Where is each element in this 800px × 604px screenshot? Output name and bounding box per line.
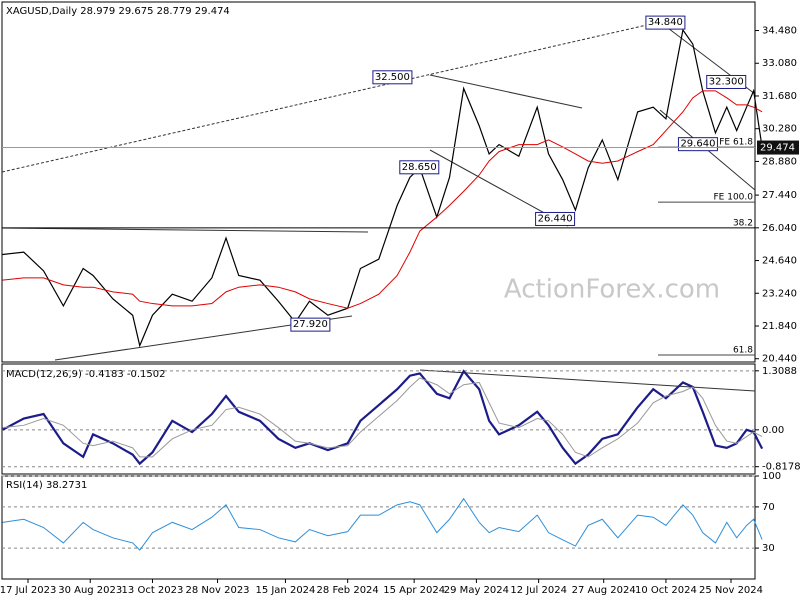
x-tick-label: 27 Aug 2024	[572, 585, 636, 596]
y-tick-label: 28.880	[762, 156, 797, 167]
y-tick-label: -0.8178	[762, 462, 800, 473]
chart-title: XAGUSD,Daily 28.979 29.675 28.779 29.474	[6, 6, 230, 17]
annotation-label: 29.640	[680, 139, 715, 150]
x-tick-label: 28 Feb 2024	[317, 585, 379, 596]
y-tick-label: 34.480	[762, 26, 797, 37]
annotation-box	[706, 74, 747, 89]
y-tick-label: 100	[762, 471, 781, 482]
x-tick-label: 10 Oct 2024	[635, 585, 697, 596]
rsi-title: RSI(14) 38.2731	[6, 480, 87, 491]
annotation-label: 28.650	[402, 162, 437, 173]
series-line	[2, 90, 763, 309]
watermark: ActionForex.com	[504, 275, 720, 305]
annotation-box	[399, 160, 440, 175]
trend-line	[429, 74, 583, 109]
level-label: 38.2	[733, 218, 753, 228]
x-tick-label: 30 Aug 2023	[58, 585, 122, 596]
x-tick-label: 15 Apr 2024	[383, 585, 445, 596]
annotation-box	[645, 15, 686, 30]
x-tick-label: 17 Jul 2023	[0, 585, 56, 596]
annotation-box	[535, 211, 576, 226]
x-tick-label: 25 Nov 2024	[699, 585, 763, 596]
macd-panel	[1, 363, 756, 475]
annotation-label: 34.840	[648, 17, 683, 28]
macd-title: MACD(12,26,9) -0.4183 -0.1502	[6, 369, 166, 380]
y-tick-label: 20.440	[762, 354, 797, 365]
annotation-box	[290, 317, 331, 332]
trend-line	[1, 227, 369, 233]
y-tick-label: 30.280	[762, 124, 797, 135]
y-tick-label: 0.00	[762, 425, 784, 436]
y-tick-label: 24.640	[762, 256, 797, 267]
y-tick-label: 1.3088	[762, 366, 797, 377]
series-line	[2, 28, 763, 348]
x-tick-label: 29 May 2024	[444, 585, 509, 596]
y-tick-label: 23.240	[762, 288, 797, 299]
level-label: FE 100.0	[714, 193, 754, 203]
annotation-label: 32.300	[709, 76, 744, 87]
level-label: FE 61.8	[719, 138, 753, 148]
y-tick-label: 26.040	[762, 223, 797, 234]
series-line	[2, 377, 763, 458]
price-panel	[1, 1, 756, 363]
x-tick-label: 12 Jul 2024	[510, 585, 567, 596]
annotation-label: 27.920	[293, 319, 328, 330]
y-tick-label: 70	[762, 502, 775, 513]
last-price-box	[757, 140, 799, 155]
y-tick-label: 21.840	[762, 321, 797, 332]
trend-line	[1, 21, 661, 173]
trend-line	[419, 369, 756, 392]
series-line	[2, 369, 764, 466]
rsi-panel	[1, 475, 756, 580]
level-label: 61.8	[733, 345, 753, 355]
last-price-label: 29.474	[760, 143, 795, 154]
annotation-label: 32.500	[375, 72, 410, 83]
y-tick-label: 30	[762, 543, 775, 554]
x-tick-label: 15 Jan 2024	[255, 585, 315, 596]
x-tick-label: 13 Oct 2023	[122, 585, 184, 596]
annotation-label: 26.440	[538, 213, 573, 224]
x-tick-label: 28 Nov 2023	[186, 585, 250, 596]
annotation-box	[372, 70, 413, 85]
y-tick-label: 27.440	[762, 190, 797, 201]
y-tick-label: 31.680	[762, 91, 797, 102]
series-line	[2, 497, 763, 551]
y-tick-label: 33.080	[762, 58, 797, 69]
